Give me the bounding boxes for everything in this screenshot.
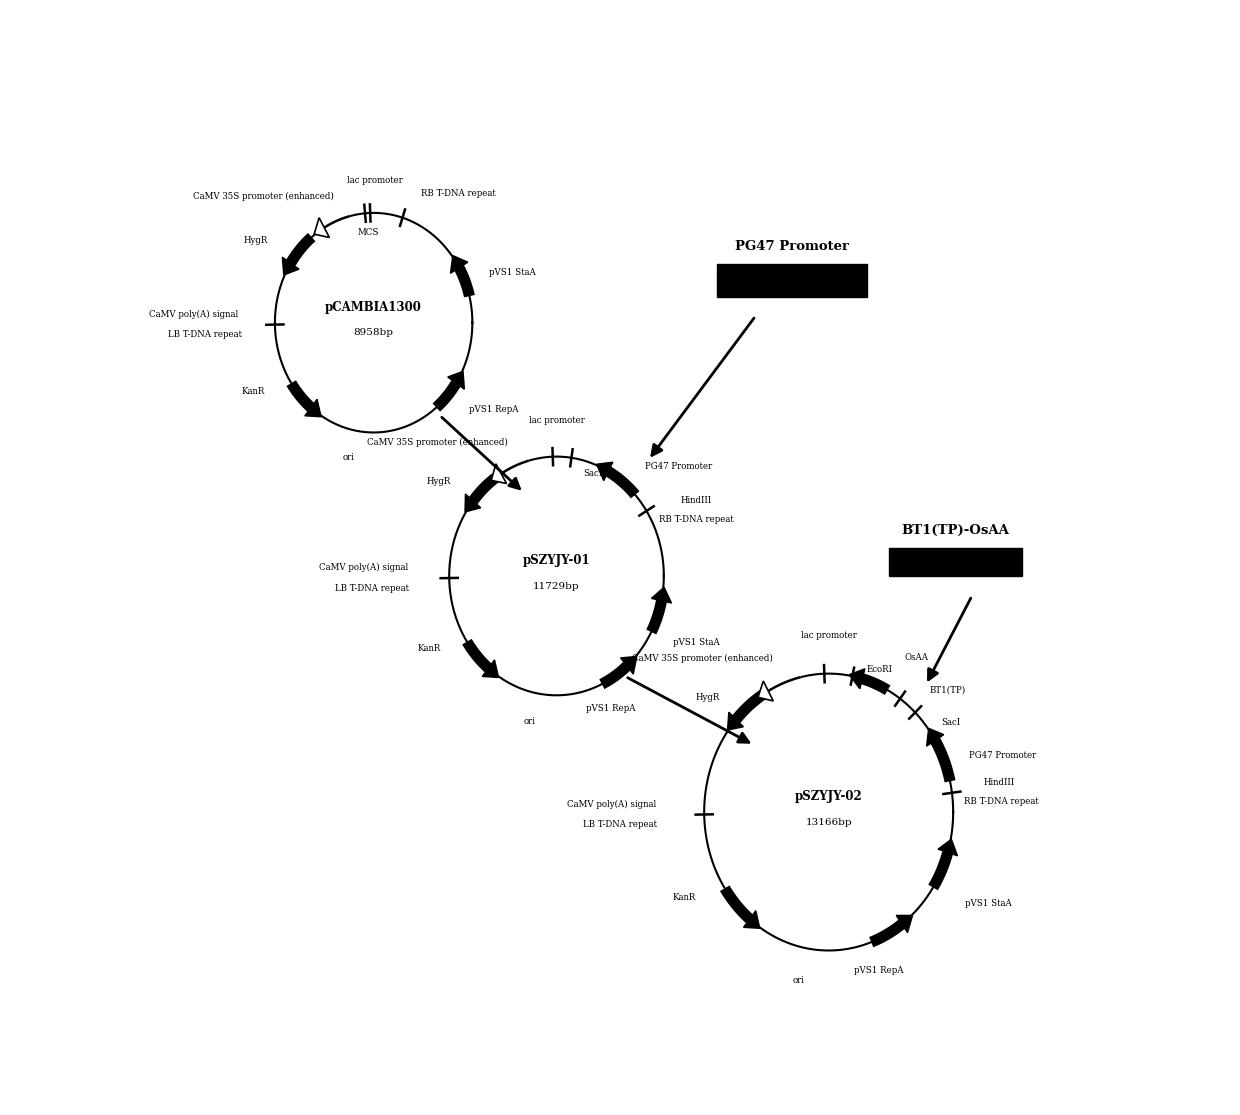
Text: ori: ori	[525, 717, 536, 726]
Text: pVS1 StaA: pVS1 StaA	[672, 638, 719, 647]
Polygon shape	[926, 728, 944, 746]
Polygon shape	[897, 915, 913, 932]
Text: CaMV 35S promoter (enhanced): CaMV 35S promoter (enhanced)	[193, 192, 334, 202]
Text: KanR: KanR	[673, 893, 697, 902]
Text: HygR: HygR	[696, 692, 719, 702]
Text: CaMV poly(A) signal: CaMV poly(A) signal	[319, 563, 408, 572]
Text: lac promoter: lac promoter	[346, 176, 403, 185]
Text: MCS: MCS	[358, 227, 379, 236]
Polygon shape	[283, 258, 299, 275]
Polygon shape	[482, 660, 498, 678]
Polygon shape	[305, 399, 321, 417]
Text: SacI: SacI	[941, 718, 961, 727]
Text: RB T-DNA repeat: RB T-DNA repeat	[420, 190, 496, 198]
Text: EcoRI: EcoRI	[867, 665, 893, 673]
Text: LB T-DNA repeat: LB T-DNA repeat	[167, 330, 242, 339]
Text: HygR: HygR	[427, 477, 451, 486]
Bar	[889, 547, 1022, 576]
Text: KanR: KanR	[418, 644, 441, 653]
Text: BT1(TP): BT1(TP)	[929, 686, 966, 695]
Polygon shape	[651, 588, 672, 603]
Text: OsAA: OsAA	[904, 653, 929, 662]
Text: ori: ori	[343, 453, 355, 462]
Polygon shape	[728, 712, 744, 730]
Text: pVS1 StaA: pVS1 StaA	[966, 899, 1012, 908]
Text: CaMV poly(A) signal: CaMV poly(A) signal	[149, 310, 238, 319]
Text: pSZYJY-01: pSZYJY-01	[523, 554, 590, 568]
Text: pCAMBIA1300: pCAMBIA1300	[325, 301, 422, 313]
Text: KanR: KanR	[242, 387, 264, 396]
Text: PG47 Promoter: PG47 Promoter	[645, 462, 712, 471]
Text: 8958bp: 8958bp	[353, 329, 393, 338]
Text: RB T-DNA repeat: RB T-DNA repeat	[965, 797, 1039, 806]
Polygon shape	[937, 840, 957, 856]
Text: CaMV 35S promoter (enhanced): CaMV 35S promoter (enhanced)	[367, 437, 507, 447]
Polygon shape	[758, 681, 774, 701]
Text: CaMV poly(A) signal: CaMV poly(A) signal	[567, 799, 656, 808]
Text: pVS1 RepA: pVS1 RepA	[854, 966, 903, 975]
Text: LB T-DNA repeat: LB T-DNA repeat	[583, 821, 657, 830]
Text: PG47 Promoter: PG47 Promoter	[968, 752, 1037, 760]
Polygon shape	[314, 217, 330, 237]
Polygon shape	[596, 462, 613, 481]
Text: HindIII: HindIII	[681, 496, 712, 505]
Text: HygR: HygR	[243, 236, 268, 245]
Text: SacI: SacI	[583, 468, 603, 477]
Text: lac promoter: lac promoter	[801, 631, 857, 640]
Polygon shape	[450, 255, 467, 273]
Text: lac promoter: lac promoter	[529, 416, 585, 425]
Text: pSZYJY-02: pSZYJY-02	[795, 791, 863, 803]
Polygon shape	[465, 494, 481, 512]
Polygon shape	[620, 657, 637, 675]
Polygon shape	[491, 464, 506, 484]
Text: RB T-DNA repeat: RB T-DNA repeat	[658, 515, 734, 524]
Text: pVS1 StaA: pVS1 StaA	[489, 269, 536, 278]
Text: PG47 Promoter: PG47 Promoter	[735, 240, 849, 253]
Text: ori: ori	[792, 976, 805, 985]
Text: 11729bp: 11729bp	[533, 582, 580, 591]
Text: HindIII: HindIII	[983, 778, 1014, 787]
Text: pVS1 RepA: pVS1 RepA	[587, 705, 635, 714]
Polygon shape	[849, 669, 864, 689]
Bar	[717, 264, 867, 297]
Text: BT1(TP)-OsAA: BT1(TP)-OsAA	[901, 523, 1009, 536]
Polygon shape	[744, 911, 760, 929]
Text: LB T-DNA repeat: LB T-DNA repeat	[335, 584, 409, 593]
Text: CaMV 35S promoter (enhanced): CaMV 35S promoter (enhanced)	[632, 655, 773, 663]
Text: 13166bp: 13166bp	[805, 818, 852, 827]
Text: pVS1 RepA: pVS1 RepA	[470, 405, 520, 414]
Polygon shape	[448, 371, 464, 389]
